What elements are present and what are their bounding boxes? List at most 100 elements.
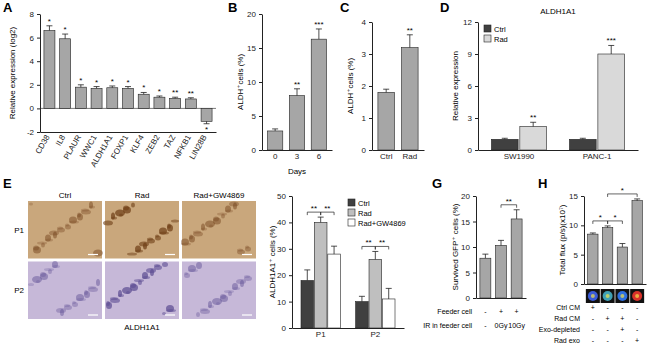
significance: * [95,78,98,87]
tick-label: 3 [468,114,473,123]
bar [185,99,196,108]
micrograph-texture [40,272,46,277]
panel: D*****036912SW1990PANC-1Relative express… [440,0,639,161]
tick-mark [475,22,478,23]
x-axis [585,284,647,286]
micrograph-texture [155,236,161,241]
tick-label: LIN28B [188,133,209,161]
tick-label: 10 [569,221,578,230]
tick-label: 4 [30,57,35,66]
condition-value: - [592,315,595,322]
bar [511,219,522,298]
tick-mark [369,86,372,87]
y-tick: 6 [468,82,478,91]
bar [632,201,642,284]
condition-value: - [606,337,609,344]
error-bar [204,121,210,123]
x-tick: P2 [370,328,380,339]
tick-label: 15 [461,218,470,227]
tick-mark [369,54,372,55]
micrograph-texture [224,290,234,293]
micrograph-texture [196,262,202,269]
tick-label: 5 [574,251,579,260]
tick-mark [581,255,584,256]
x-tick: ZEB2 [144,132,162,155]
tick-label: 3 [362,50,367,59]
condition-value: - [592,326,595,333]
micrograph-texture [33,246,39,251]
scale-bar [88,314,98,315]
y-axis: 051015 [569,192,584,289]
x-tick: FOXP1 [109,132,130,161]
tick-mark [289,302,292,303]
tick-mark [475,86,478,87]
y-tick: 20 [461,192,476,201]
tick-mark [581,225,584,226]
micrograph-texture [89,202,93,209]
y-axis: -202468 [27,10,41,137]
significance: * [126,78,129,87]
y-tick: 0 [574,280,584,289]
plot-texts: ***** [530,36,616,122]
thumbnail-frame [630,289,644,303]
bar [107,88,118,109]
significance: *** [314,20,323,29]
plot-marks [301,217,395,328]
y-tick: 0 [468,146,478,155]
legend-swatch [484,35,491,42]
tick-mark [259,116,262,117]
tick-label: 0 [273,152,278,161]
image-column-label: Rad [135,191,150,200]
tick-mark [37,85,40,86]
axis-line [41,132,217,133]
micrograph-texture [162,262,168,267]
micrograph-texture [212,298,222,305]
scale-bar [242,314,252,315]
tick-mark [473,273,476,274]
micrograph-texture [77,213,81,218]
bar [382,299,395,328]
significance: * [158,87,161,96]
axis-line [585,284,647,285]
error-bar [619,244,625,248]
tick-mark [473,298,476,299]
y-axis-title: Total flux (p/s)(x10⁷) [558,204,567,275]
tick-label: IL8 [54,133,68,148]
thumbnail-signal [588,291,598,301]
tick-label: 0 [30,104,35,113]
y-tick: 40 [277,218,292,227]
micrograph-background [28,201,102,259]
figure: A*************-202468CD38IL8PLAURWWC1ALD… [0,0,650,364]
y-tick: 9 [468,50,478,59]
micrograph-texture [28,283,34,286]
micrograph-texture [167,224,171,229]
significance: * [613,213,616,222]
bar [480,258,491,298]
bar [138,94,149,108]
micrograph-texture [217,213,227,216]
tick-label: 15 [247,44,256,53]
condition-value: - [621,337,624,344]
tick-mark [473,196,476,197]
bar [154,97,165,108]
axis-line [372,23,373,151]
x-tick: IL8 [54,132,68,147]
panel-letter: A [3,0,13,15]
significance: ** [407,26,413,35]
y-tick: 10 [247,78,262,87]
micrograph-texture [110,298,120,303]
error-bar [318,217,324,222]
micrograph-texture [201,224,205,231]
legend-swatch [348,219,355,226]
error-bar [188,98,194,99]
y-tick: 10 [461,243,476,252]
axis-line [478,23,479,151]
significance: ** [311,204,317,213]
scale-bar [242,254,252,255]
micrograph-texture [118,290,122,297]
tick-label: 5 [252,112,257,121]
tick-mark [475,150,478,151]
bar [496,245,507,298]
image-row-label: P1 [14,226,24,235]
legend-swatch [348,209,355,216]
